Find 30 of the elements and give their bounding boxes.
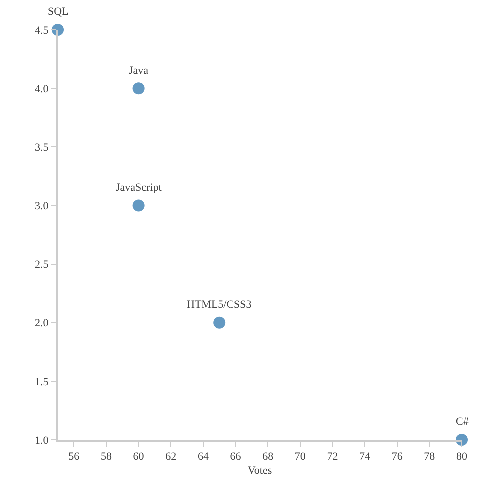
annotation: SQL (48, 6, 70, 18)
y-tick-label: 2.5 (35, 259, 50, 272)
x-tick-label: 58 (100, 451, 112, 464)
point (214, 316, 226, 329)
annotation: JavaScript (116, 182, 162, 194)
point (132, 200, 145, 212)
x-tick-label: 56 (68, 451, 80, 464)
x-tick-label: 72 (327, 451, 338, 464)
y-tick-label: 4.5 (35, 24, 50, 37)
x-axis-title: Votes (248, 464, 272, 477)
y-tick-label: 1.0 (35, 434, 50, 447)
x-tick-label: 78 (424, 451, 436, 464)
x-tick-label: 66 (230, 451, 242, 464)
x-tick-label: 74 (360, 451, 372, 464)
y-tick-label: 4.0 (35, 83, 50, 96)
y-tick-label: 3.5 (35, 142, 50, 154)
y-tick-label: 3.0 (35, 200, 50, 213)
x-tick-label: 76 (392, 451, 404, 464)
annotation: C# (456, 416, 470, 428)
x-tick-label: 80 (456, 451, 468, 464)
annotation: HTML5/CSS3 (187, 299, 252, 311)
x-tick-label: 68 (262, 451, 274, 464)
annotation: Java (129, 65, 149, 77)
y-tick-label: 1.5 (35, 376, 50, 388)
x-tick-label: 60 (133, 451, 145, 464)
x-tick-label: 70 (294, 451, 306, 464)
point (132, 82, 145, 95)
x-tick-label: 64 (198, 451, 210, 464)
y-tick-label: 2.0 (35, 318, 50, 330)
x-tick-label: 62 (166, 451, 177, 464)
